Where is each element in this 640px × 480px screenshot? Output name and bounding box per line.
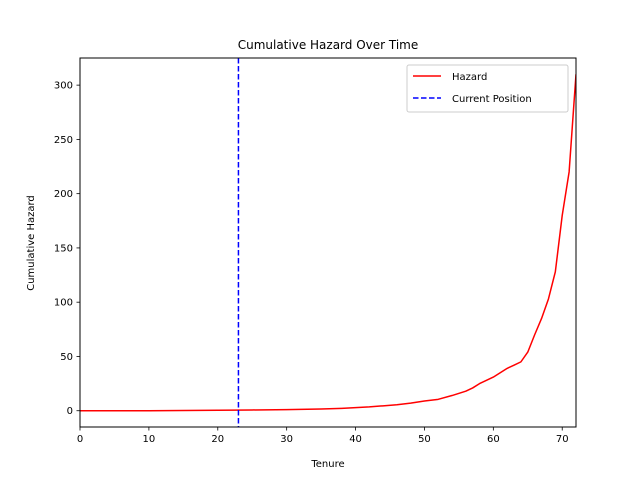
x-tick-label: 30 [280,434,293,445]
plot-area [79,57,577,428]
y-tick-label: 200 [54,189,73,200]
legend-box [406,64,569,113]
chart-title: Cumulative Hazard Over Time [238,38,419,52]
y-tick-label: 150 [54,243,73,254]
plot-frame [79,57,577,428]
x-axis-label: Tenure [310,459,344,470]
y-tick-label: 50 [60,352,73,363]
x-tick-label: 40 [349,434,362,445]
legend: Hazard Current Position [406,64,569,113]
x-tick-label: 50 [418,434,431,445]
y-tick-label: 250 [54,135,73,146]
y-axis-label: Cumulative Hazard [26,195,37,291]
legend-hazard-label: Hazard [452,72,487,83]
y-tick-label: 300 [54,81,73,92]
y-tick-label: 100 [54,298,73,309]
x-tick-label: 20 [211,434,224,445]
x-tick-label: 60 [487,434,500,445]
series-layer [80,58,576,427]
legend-current-position-label: Current Position [452,94,532,105]
x-axis-ticks: 0 10 20 30 40 50 60 70 [77,427,569,445]
hazard-series-line [80,74,576,412]
x-tick-label: 10 [143,434,156,445]
y-tick-label: 0 [67,406,73,417]
x-tick-label: 70 [556,434,569,445]
x-tick-label: 0 [77,434,83,445]
y-axis-ticks: 0 50 100 150 200 250 300 [54,81,80,417]
